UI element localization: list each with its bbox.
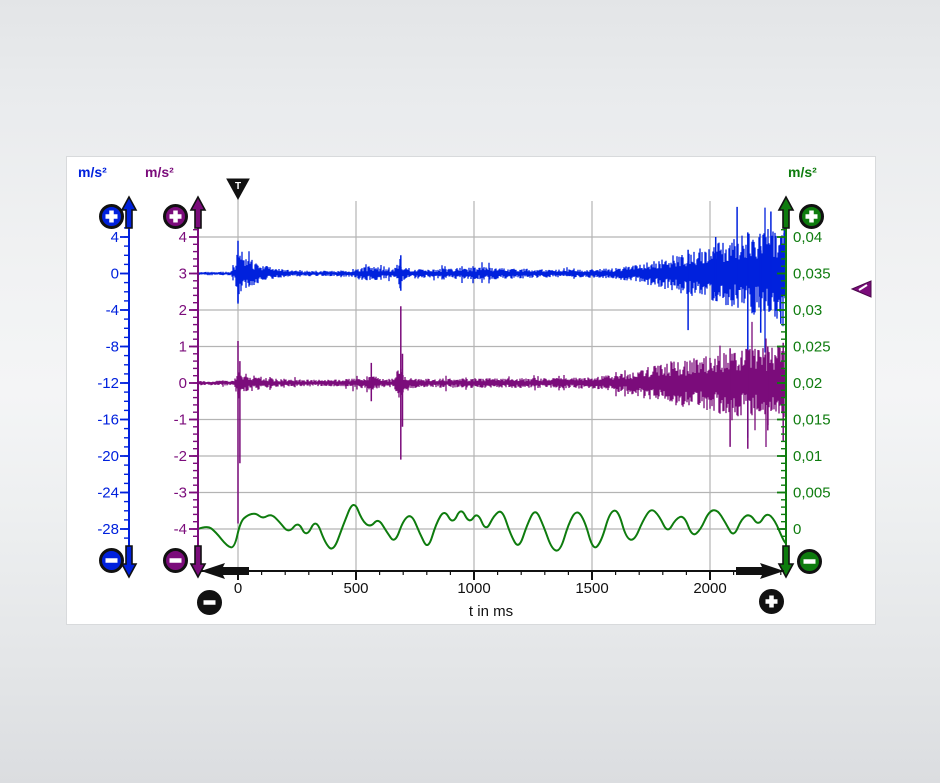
zoom-out-green-button[interactable] xyxy=(796,548,823,575)
zoom-in-purple-button[interactable] xyxy=(162,203,189,230)
x-axis-label: t in ms xyxy=(468,603,514,620)
x-tick-label: 1000 xyxy=(457,580,490,597)
y-tick-label: 0,01 xyxy=(793,448,822,465)
purple-level-marker[interactable] xyxy=(850,279,875,299)
y-tick-label: 4 xyxy=(179,229,187,246)
x-tick-label: 2000 xyxy=(693,580,726,597)
scroll-left-arrow[interactable] xyxy=(201,563,225,579)
scroll-left-arrow-shaft[interactable] xyxy=(221,567,249,575)
zoom-out-time-button[interactable] xyxy=(196,589,223,616)
y-tick-label: -4 xyxy=(174,521,187,538)
y-tick-label: -16 xyxy=(97,412,119,429)
plot-svg: 4 0 -4 -8 -12 -16 -20 -24 -28 4 3 2 1 0 -1 -2 -3 -4 0,04 0,… xyxy=(97,195,831,597)
y-tick-label: 0 xyxy=(793,521,801,538)
y-tick-label: 2 xyxy=(179,302,187,319)
unit-label-green: m/s² xyxy=(788,164,817,180)
unit-label-blue: m/s² xyxy=(78,164,107,180)
chart-panel: 4 0 -4 -8 -12 -16 -20 -24 -28 4 3 2 1 0 -1 -2 -3 -4 0,04 0,… xyxy=(66,156,876,625)
zoom-in-time-button[interactable] xyxy=(758,588,785,615)
y-tick-label: -3 xyxy=(174,485,187,502)
y-tick-label: -4 xyxy=(106,302,119,319)
trigger-marker-label: T xyxy=(235,181,241,192)
zoom-in-blue-button[interactable] xyxy=(98,203,125,230)
x-tick-label: 1500 xyxy=(575,580,608,597)
y-tick-label: -20 xyxy=(97,448,119,465)
scroll-up-arrow[interactable] xyxy=(189,195,207,229)
y-tick-label: -28 xyxy=(97,521,119,538)
scroll-right-arrow[interactable] xyxy=(760,563,784,579)
y-tick-label: 0,04 xyxy=(793,229,822,246)
y-tick-label: 0 xyxy=(179,375,187,392)
y-tick-label: 0 xyxy=(111,266,119,283)
y-tick-label: 0,015 xyxy=(793,412,831,429)
scroll-up-arrow[interactable] xyxy=(777,195,795,229)
y-tick-label: 4 xyxy=(111,229,119,246)
trigger-marker[interactable]: T xyxy=(224,177,252,201)
zoom-out-blue-button[interactable] xyxy=(98,547,125,574)
scroll-down-arrow[interactable] xyxy=(189,545,207,579)
zoom-out-purple-button[interactable] xyxy=(162,547,189,574)
y-tick-label: 1 xyxy=(179,339,187,356)
y-tick-label: 0,035 xyxy=(793,266,831,283)
x-tick-label: 500 xyxy=(343,580,368,597)
y-tick-label: -2 xyxy=(174,448,187,465)
y-tick-label: -24 xyxy=(97,485,119,502)
y-tick-label: -8 xyxy=(106,339,119,356)
scroll-right-arrow-shaft[interactable] xyxy=(736,567,764,575)
scroll-up-arrow[interactable] xyxy=(120,195,138,229)
unit-label-purple: m/s² xyxy=(145,164,174,180)
y-tick-label: 0,02 xyxy=(793,375,822,392)
y-tick-label: -1 xyxy=(174,412,187,429)
y-tick-label: 0,03 xyxy=(793,302,822,319)
y-tick-label: 3 xyxy=(179,266,187,283)
scroll-down-arrow[interactable] xyxy=(777,545,795,579)
y-tick-label: -12 xyxy=(97,375,119,392)
zoom-in-green-button[interactable] xyxy=(798,203,825,230)
x-tick-label: 0 xyxy=(234,580,242,597)
y-tick-label: 0,005 xyxy=(793,485,831,502)
y-tick-label: 0,025 xyxy=(793,339,831,356)
